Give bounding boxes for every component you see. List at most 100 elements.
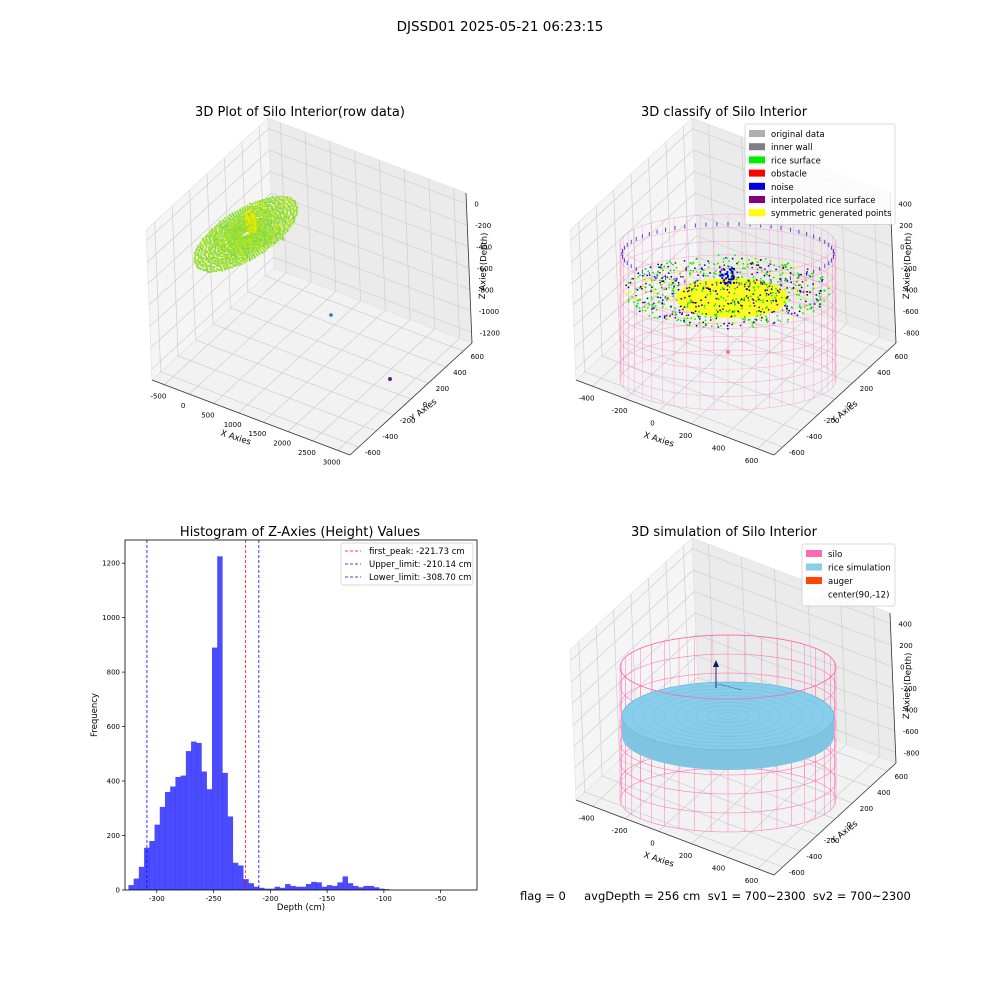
classified-point (675, 299, 678, 301)
classified-point (703, 291, 706, 294)
raw-point (217, 260, 220, 263)
classified-point (710, 325, 713, 328)
raw-point (233, 264, 236, 267)
classified-point (764, 317, 767, 319)
raw-point (285, 226, 288, 229)
classified-point (647, 302, 650, 305)
classified-point (705, 287, 708, 289)
raw-point (291, 199, 295, 202)
legend-swatch (806, 590, 822, 598)
classified-point (759, 266, 761, 269)
raw-point (281, 231, 285, 235)
classified-point (756, 271, 759, 274)
raw-point (246, 204, 249, 207)
gridline (258, 125, 464, 352)
classified-point (763, 300, 766, 303)
classified-point (787, 312, 790, 314)
y-tick-label: 1200 (102, 560, 120, 568)
classified-point (668, 260, 671, 263)
z-tick-label: -800 (478, 286, 494, 294)
classified-point (814, 287, 817, 289)
raw-point (234, 211, 237, 214)
classified-point (698, 310, 700, 313)
panel4-rice-surface (621, 681, 835, 770)
classified-point (804, 307, 806, 309)
classified-point (688, 321, 691, 324)
raw-point (245, 223, 249, 226)
classified-point (730, 315, 733, 318)
z-tick-label: -400 (902, 286, 918, 294)
classified-point (813, 303, 816, 305)
classified-point (742, 299, 745, 301)
classified-point (762, 318, 765, 321)
raw-point (242, 254, 245, 257)
raw-point (253, 254, 256, 257)
classified-point (625, 299, 628, 302)
raw-point (230, 256, 234, 259)
classified-point (672, 279, 675, 282)
classified-point (662, 269, 664, 272)
classified-point (788, 291, 790, 294)
classified-point (705, 324, 707, 327)
classified-point (756, 261, 759, 263)
raw-point (215, 224, 218, 227)
classified-point (773, 285, 776, 288)
histogram-bar (206, 789, 213, 890)
classified-point (679, 319, 682, 322)
raw-point (224, 259, 227, 262)
histogram-bar (353, 885, 359, 890)
y-tick-label: -400 (806, 853, 822, 861)
classified-point (702, 269, 705, 272)
raw-point (270, 239, 273, 243)
classified-point (771, 307, 774, 310)
classified-point (659, 287, 662, 290)
classified-point (682, 267, 685, 270)
raw-point (249, 209, 252, 213)
raw-point (275, 236, 278, 240)
classified-point (781, 309, 784, 311)
raw-point (254, 251, 258, 254)
histogram-bar (264, 888, 270, 890)
panel1-title: 3D Plot of Silo Interior(row data) (195, 105, 405, 120)
classified-point (725, 295, 728, 297)
raw-point (199, 245, 202, 248)
panel1-z-label: Z Axies (Depth) (478, 232, 490, 299)
raw-point (224, 268, 227, 271)
classified-point (668, 278, 671, 281)
gridline (595, 625, 801, 852)
classified-point (704, 319, 707, 322)
classified-point (714, 273, 717, 275)
classified-point (650, 296, 653, 299)
classified-point (737, 287, 740, 290)
classified-point (743, 285, 746, 288)
classified-point (740, 283, 743, 285)
raw-point (240, 246, 243, 249)
noise-point (723, 268, 726, 271)
raw-point (249, 202, 252, 205)
classified-point (669, 315, 671, 317)
classified-point (677, 318, 680, 321)
raw-point (272, 238, 275, 241)
silo-ring (619, 349, 837, 411)
panel2-legend: original data inner wall rice surface obsta… (744, 123, 896, 225)
classified-point (668, 295, 671, 298)
classified-point (748, 318, 751, 321)
classified-point (724, 291, 727, 293)
raw-point (278, 201, 281, 204)
classified-point (671, 313, 674, 316)
classified-point (663, 265, 666, 268)
x-tick-label: 500 (201, 411, 214, 419)
raw-point (195, 264, 198, 267)
raw-point (266, 235, 269, 238)
classified-point (695, 280, 698, 282)
classified-point (694, 301, 697, 304)
raw-point (215, 270, 218, 273)
y-tick-label: 0 (847, 401, 851, 409)
legend-swatch (806, 550, 822, 557)
raw-point (220, 226, 223, 229)
classified-point (802, 312, 804, 315)
classified-point (650, 279, 653, 282)
classified-point (695, 288, 698, 291)
classified-point (683, 317, 686, 320)
gridline (312, 178, 436, 442)
